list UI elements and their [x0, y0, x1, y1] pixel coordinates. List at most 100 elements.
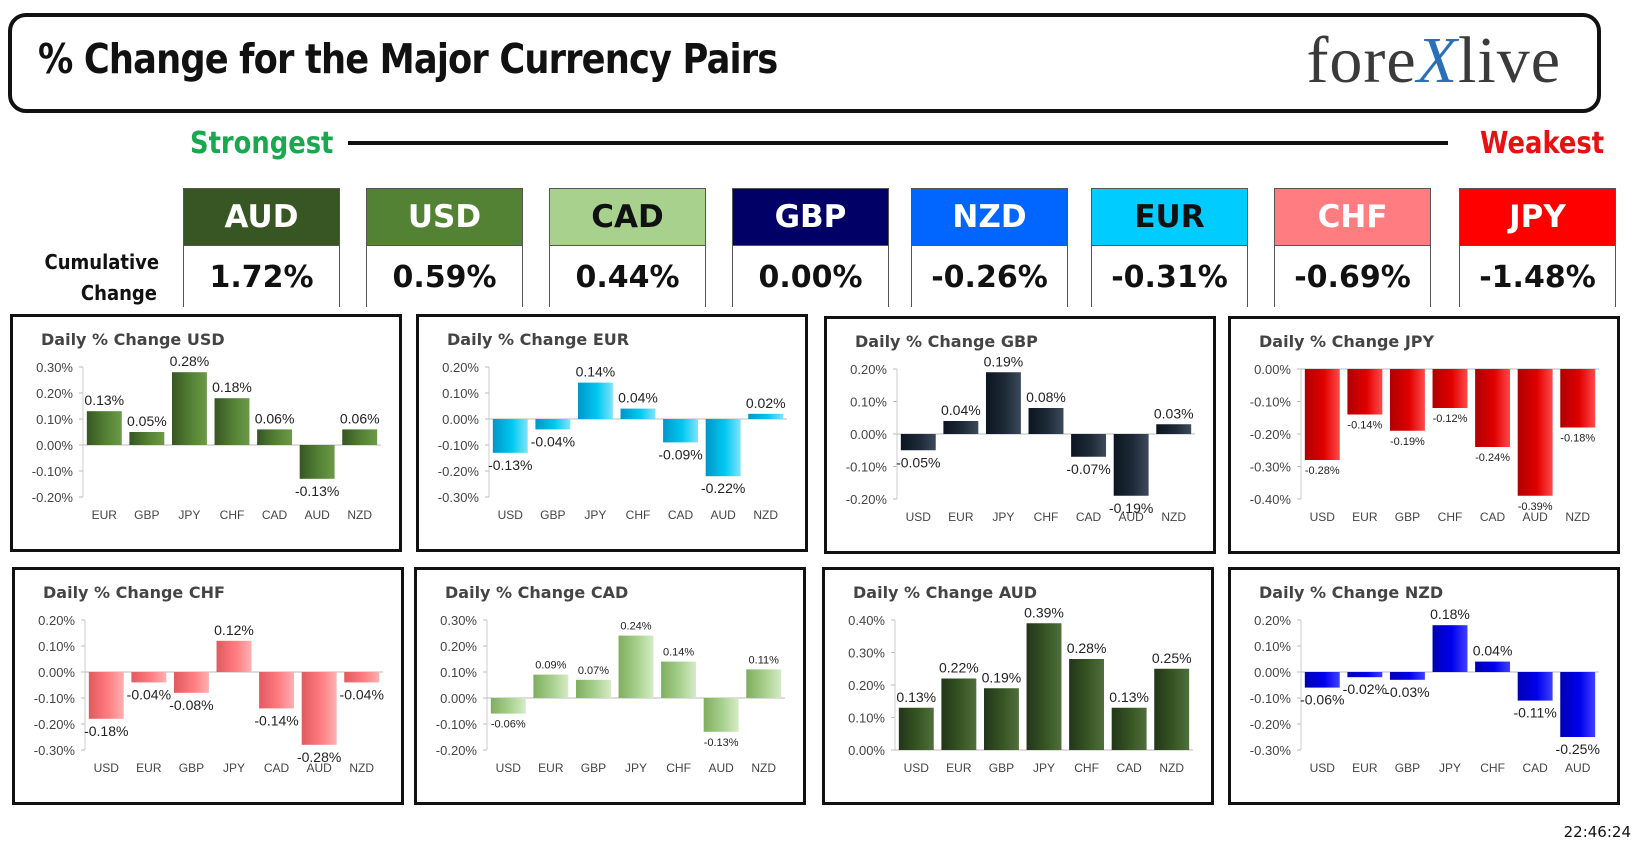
y-tick-label: -0.10%	[1250, 395, 1292, 410]
bar-cad	[259, 672, 295, 709]
bar-cad	[1517, 672, 1553, 701]
y-tick-label: 0.20%	[848, 678, 885, 693]
bar-chf	[661, 661, 697, 698]
x-tick-label: CHF	[626, 508, 651, 522]
chart-cad: 0.30% 0.20% 0.10% 0.00% -0.10% -0.20% -0.06% US…	[436, 613, 785, 775]
currency-box-1: USD 0.59%	[366, 188, 523, 308]
data-label: 0.14%	[663, 647, 694, 659]
y-tick-label: 0.00%	[38, 665, 75, 680]
y-tick-label: 0.00%	[1254, 362, 1291, 377]
y-tick-label: 0.00%	[1254, 665, 1291, 680]
bar-nzd	[746, 669, 782, 698]
data-label: -0.19%	[1109, 500, 1153, 516]
x-tick-label: CHF	[1034, 510, 1059, 524]
forexlive-logo: foreXlive	[1306, 23, 1561, 99]
x-tick-label: NZD	[753, 508, 778, 522]
chart-panel-nzd: Daily % Change NZD 0.20% 0.10% 0.00% -0.10%…	[1228, 567, 1620, 805]
x-tick-label: CHF	[1074, 761, 1099, 775]
y-tick-label: -0.20%	[436, 743, 478, 758]
bar-chf	[620, 408, 656, 419]
data-label: 0.07%	[578, 665, 609, 677]
currency-value: 0.00%	[733, 246, 888, 308]
y-tick-label: -0.10%	[1250, 691, 1292, 706]
logo-text-left: fore	[1306, 24, 1417, 97]
data-label: -0.24%	[1475, 452, 1510, 464]
bar-nzd	[342, 429, 378, 445]
x-tick-label: EUR	[1352, 510, 1378, 524]
data-label: 0.14%	[576, 364, 616, 380]
bar-gbp	[1389, 672, 1425, 680]
y-tick-label: -0.20%	[34, 717, 76, 732]
currency-code: CAD	[550, 189, 705, 246]
bar-gbp	[575, 679, 611, 698]
bar-nzd	[1154, 668, 1190, 750]
chart-aud: 0.40% 0.30% 0.20% 0.10% 0.00% 0.13% USD 0.22% EU…	[848, 604, 1193, 775]
x-tick-label: CAD	[1522, 761, 1548, 775]
y-tick-label: -0.30%	[34, 743, 76, 758]
x-tick-label: NZD	[751, 761, 776, 775]
x-tick-label: NZD	[1159, 761, 1184, 775]
x-tick-label: USD	[1310, 761, 1336, 775]
y-tick-label: 0.10%	[442, 386, 479, 401]
chart-title: Daily % Change CAD	[445, 583, 629, 602]
bar-cad	[663, 419, 699, 443]
bar-aud	[1560, 672, 1596, 737]
x-tick-label: AUD	[1565, 761, 1591, 775]
bar-chf	[1432, 369, 1468, 408]
data-label: 0.04%	[618, 390, 658, 406]
data-label: 0.28%	[170, 353, 210, 369]
header-banner: % Change for the Major Currency Pairs fo…	[8, 13, 1601, 113]
x-tick-label: USD	[906, 510, 932, 524]
currency-code: GBP	[733, 189, 888, 246]
ranking-arrow-line	[348, 141, 1448, 145]
bar-aud	[1113, 434, 1149, 496]
chart-nzd: 0.20% 0.10% 0.00% -0.10% -0.20% -0.30% -0.06% U…	[1250, 606, 1600, 775]
data-label: -0.18%	[1560, 433, 1595, 445]
chart-usd: 0.30% 0.20% 0.10% 0.00% -0.10% -0.20% 0.13% EUR…	[32, 353, 381, 522]
x-tick-label: GBP	[540, 508, 565, 522]
bar-eur	[131, 672, 167, 683]
currency-value: 1.72%	[184, 246, 339, 308]
x-tick-label: JPY	[1033, 761, 1055, 775]
x-tick-label: NZD	[349, 761, 374, 775]
chart-panel-jpy: Daily % Change JPY 0.00% -0.10% -0.20% -0.3…	[1228, 316, 1620, 554]
data-label: -0.14%	[1347, 420, 1382, 432]
bar-gbp	[1389, 369, 1425, 431]
data-label: -0.04%	[340, 686, 384, 702]
chart-title: Daily % Change USD	[41, 330, 225, 349]
x-tick-label: NZD	[1565, 510, 1590, 524]
chart-title: Daily % Change NZD	[1259, 583, 1444, 602]
bar-jpy	[618, 635, 654, 698]
data-label: -0.19%	[1390, 436, 1425, 448]
bar-cad	[257, 429, 293, 445]
x-tick-label: USD	[498, 508, 524, 522]
currency-box-7: JPY -1.48%	[1459, 188, 1616, 308]
bar-eur	[1347, 369, 1383, 415]
bar-jpy	[1026, 623, 1062, 750]
bar-aud	[1517, 369, 1553, 496]
chart-title: Daily % Change AUD	[853, 583, 1038, 602]
y-tick-label: 0.20%	[440, 639, 477, 654]
x-tick-label: EUR	[136, 761, 162, 775]
y-tick-label: 0.10%	[848, 711, 885, 726]
currency-value: 0.59%	[367, 246, 522, 308]
bar-eur	[86, 411, 122, 445]
data-label: -0.04%	[127, 686, 171, 702]
x-tick-label: JPY	[584, 508, 606, 522]
currency-box-3: GBP 0.00%	[732, 188, 889, 308]
data-label: -0.07%	[1066, 461, 1110, 477]
x-tick-label: NZD	[1161, 510, 1186, 524]
x-tick-label: JPY	[178, 508, 200, 522]
data-label: -0.04%	[531, 433, 575, 449]
bar-usd	[1304, 672, 1340, 688]
cumulative-change-label: Cumulative Change	[45, 247, 160, 309]
data-label: -0.06%	[1300, 692, 1344, 708]
data-label: -0.09%	[658, 446, 702, 462]
y-tick-label: -0.30%	[1250, 460, 1292, 475]
x-tick-label: JPY	[223, 761, 245, 775]
data-label: 0.11%	[749, 654, 780, 666]
bar-cad	[1111, 707, 1147, 750]
x-tick-label: AUD	[1522, 510, 1548, 524]
bar-gbp	[983, 688, 1019, 750]
x-tick-label: EUR	[92, 508, 118, 522]
